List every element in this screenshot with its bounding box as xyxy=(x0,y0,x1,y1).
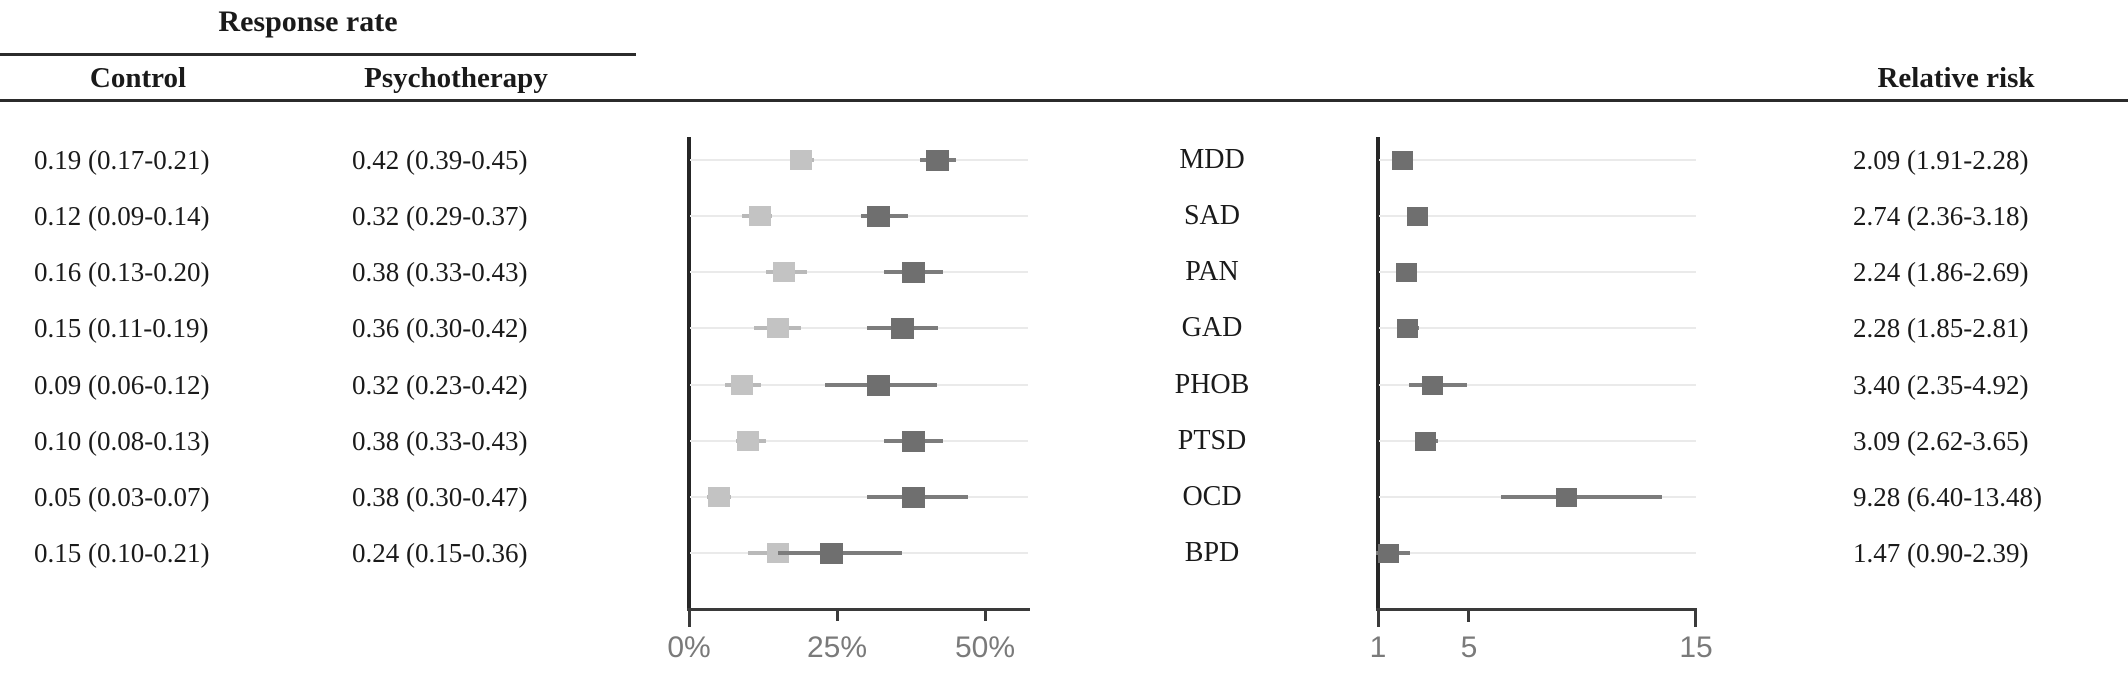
psychotherapy-marker xyxy=(867,375,890,396)
rr-gridline xyxy=(1379,327,1696,329)
psychotherapy-marker xyxy=(891,318,914,339)
psychotherapy-marker xyxy=(902,487,925,508)
relative-risk-value: 3.40 (2.35-4.92) xyxy=(1853,370,2029,400)
rr-axis-tick xyxy=(1467,611,1470,622)
psychotherapy-value: 0.24 (0.15-0.36) xyxy=(352,538,528,568)
control-value: 0.10 (0.08-0.13) xyxy=(34,426,210,456)
control-column-header: Control xyxy=(89,62,187,94)
rate-y-axis xyxy=(687,137,691,611)
rr-marker xyxy=(1396,263,1417,282)
psychotherapy-value: 0.38 (0.33-0.43) xyxy=(352,257,528,287)
rr-marker xyxy=(1397,319,1418,338)
rr-gridline xyxy=(1379,215,1696,217)
rr-gridline xyxy=(1379,159,1696,161)
relative-risk-value: 2.28 (1.85-2.81) xyxy=(1853,313,2029,343)
rr-axis-tick-label: 15 xyxy=(1679,631,1713,664)
control-value: 0.15 (0.11-0.19) xyxy=(34,313,209,343)
psychotherapy-marker xyxy=(926,150,949,171)
rr-marker xyxy=(1378,544,1399,563)
rr-y-axis xyxy=(1376,137,1380,611)
control-marker xyxy=(773,262,795,282)
control-value: 0.15 (0.10-0.21) xyxy=(34,538,210,568)
control-marker xyxy=(737,431,759,451)
rr-x-axis xyxy=(1376,608,1697,611)
rate-axis-tick xyxy=(688,611,691,627)
psychotherapy-value: 0.32 (0.29-0.37) xyxy=(352,201,528,231)
rr-marker xyxy=(1415,432,1436,451)
header-rule-full xyxy=(0,99,2128,102)
relative-risk-value: 1.47 (0.90-2.39) xyxy=(1853,538,2029,568)
rr-gridline xyxy=(1379,552,1696,554)
header-rule-top xyxy=(0,53,636,56)
rate-axis-tick-label: 0% xyxy=(667,631,711,664)
psychotherapy-marker xyxy=(820,543,843,564)
control-marker xyxy=(790,150,812,170)
rr-axis-tick-label: 5 xyxy=(1460,631,1478,664)
rr-marker xyxy=(1556,488,1577,507)
rr-gridline xyxy=(1379,271,1696,273)
disorder-label: OCD xyxy=(1182,481,1242,512)
rate-gridline xyxy=(690,440,1028,442)
rr-marker xyxy=(1392,151,1413,170)
relative-risk-value: 2.24 (1.86-2.69) xyxy=(1853,257,2029,287)
rr-marker xyxy=(1407,207,1428,226)
rate-axis-tick xyxy=(836,611,839,621)
control-marker xyxy=(708,487,730,507)
rate-x-axis xyxy=(687,608,1030,611)
control-marker xyxy=(731,375,753,395)
rr-axis-tick-label: 1 xyxy=(1369,631,1387,664)
relative-risk-value: 9.28 (6.40-13.48) xyxy=(1853,482,2042,512)
rr-gridline xyxy=(1379,384,1696,386)
relative-risk-value: 3.09 (2.62-3.65) xyxy=(1853,426,2029,456)
disorder-label: PHOB xyxy=(1174,369,1250,400)
control-marker xyxy=(749,206,771,226)
psychotherapy-value: 0.38 (0.33-0.43) xyxy=(352,426,528,456)
disorder-label: SAD xyxy=(1183,200,1240,231)
rr-gridline xyxy=(1379,440,1696,442)
control-value: 0.16 (0.13-0.20) xyxy=(34,257,210,287)
rate-axis-tick xyxy=(984,611,987,621)
relative-risk-column-header: Relative risk xyxy=(1877,62,2035,94)
control-value: 0.05 (0.03-0.07) xyxy=(34,482,210,512)
control-marker xyxy=(767,318,789,338)
relative-risk-value: 2.74 (2.36-3.18) xyxy=(1853,201,2029,231)
psychotherapy-column-header: Psychotherapy xyxy=(364,62,548,94)
rate-axis-tick-label: 25% xyxy=(806,631,868,664)
control-value: 0.19 (0.17-0.21) xyxy=(34,145,210,175)
psychotherapy-value: 0.36 (0.30-0.42) xyxy=(352,313,528,343)
psychotherapy-marker xyxy=(867,206,890,227)
psychotherapy-marker xyxy=(902,262,925,283)
psychotherapy-value: 0.32 (0.23-0.42) xyxy=(352,370,528,400)
rr-marker xyxy=(1422,376,1443,395)
rr-axis-tick xyxy=(1694,611,1697,627)
rate-gridline xyxy=(690,271,1028,273)
control-value: 0.09 (0.06-0.12) xyxy=(34,370,210,400)
rate-gridline xyxy=(690,215,1028,217)
disorder-label: PAN xyxy=(1185,256,1239,287)
rate-gridline xyxy=(690,496,1028,498)
disorder-label: BPD xyxy=(1184,537,1240,568)
rate-axis-tick-label: 50% xyxy=(954,631,1016,664)
disorder-label: GAD xyxy=(1181,312,1243,343)
rr-axis-tick xyxy=(1377,611,1380,627)
psychotherapy-value: 0.42 (0.39-0.45) xyxy=(352,145,528,175)
disorder-label: PTSD xyxy=(1177,425,1247,456)
rr-whisker xyxy=(1501,495,1662,499)
rate-gridline xyxy=(690,327,1028,329)
psychotherapy-value: 0.38 (0.30-0.47) xyxy=(352,482,528,512)
disorder-label: MDD xyxy=(1179,144,1245,175)
relative-risk-value: 2.09 (1.91-2.28) xyxy=(1853,145,2029,175)
response-rate-title: Response rate xyxy=(218,5,398,38)
control-value: 0.12 (0.09-0.14) xyxy=(34,201,210,231)
psychotherapy-marker xyxy=(902,431,925,452)
rate-gridline xyxy=(690,159,1028,161)
